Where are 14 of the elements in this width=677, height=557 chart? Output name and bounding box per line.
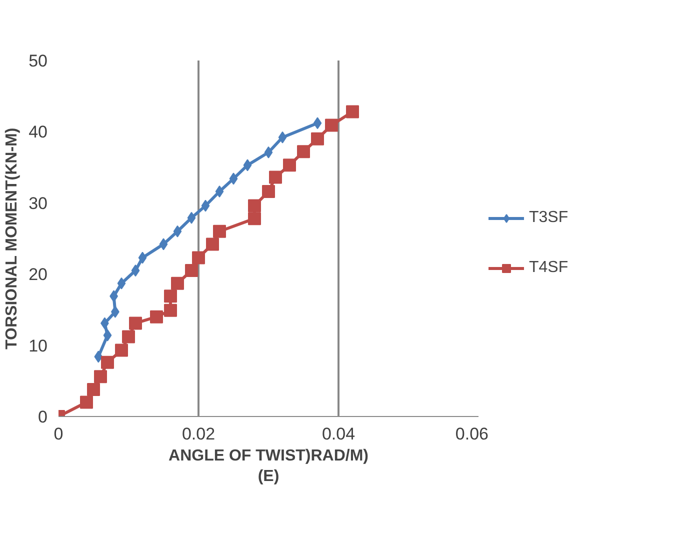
x-tick-label: 0.02 [182, 424, 216, 444]
x-tick-label: 0.06 [455, 424, 489, 444]
x-axis-title: ANGLE OF TWIST)RAD/M) (E) [168, 448, 368, 485]
y-tick-label: 10 [28, 336, 48, 356]
x-tick-label: 0.04 [322, 424, 356, 444]
y-tick-label: 20 [28, 265, 48, 284]
y-tick-label: 50 [28, 52, 48, 70]
x-tick-label: 0 [54, 424, 64, 444]
y-tick-label: 40 [28, 122, 48, 142]
y-axis-title: TORSIONAL MOMENT(KN-M) [4, 128, 21, 350]
legend-label: T3SF [529, 208, 568, 226]
y-tick-label: 0 [38, 408, 48, 426]
y-tick-label: 30 [28, 194, 48, 213]
legend-label: T4SF [529, 258, 568, 276]
